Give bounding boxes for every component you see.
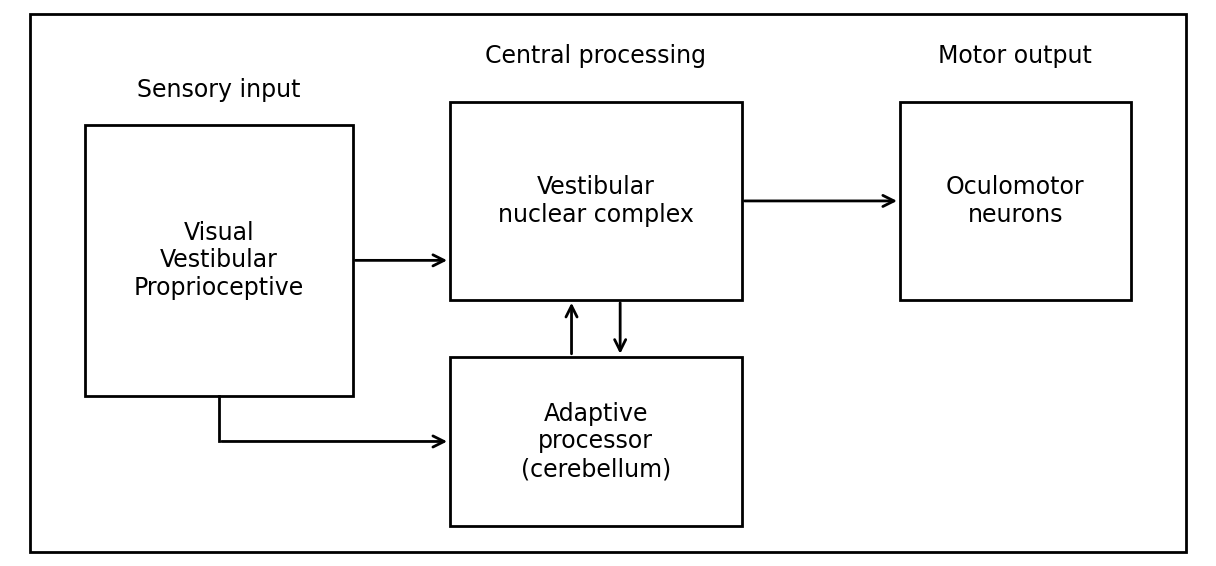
Text: Motor output: Motor output	[939, 44, 1092, 68]
Bar	[450, 102, 742, 300]
Text: Central processing: Central processing	[485, 44, 706, 68]
Text: Sensory input: Sensory input	[137, 78, 300, 102]
Text: Adaptive
processor
(cerebellum): Adaptive processor (cerebellum)	[520, 402, 671, 481]
Text: Oculomotor
neurons: Oculomotor neurons	[946, 175, 1085, 227]
Bar	[85, 125, 353, 396]
Bar	[450, 357, 742, 526]
Text: Visual
Vestibular
Proprioceptive: Visual Vestibular Proprioceptive	[134, 221, 304, 300]
Bar	[900, 102, 1131, 300]
Text: Vestibular
nuclear complex: Vestibular nuclear complex	[497, 175, 694, 227]
